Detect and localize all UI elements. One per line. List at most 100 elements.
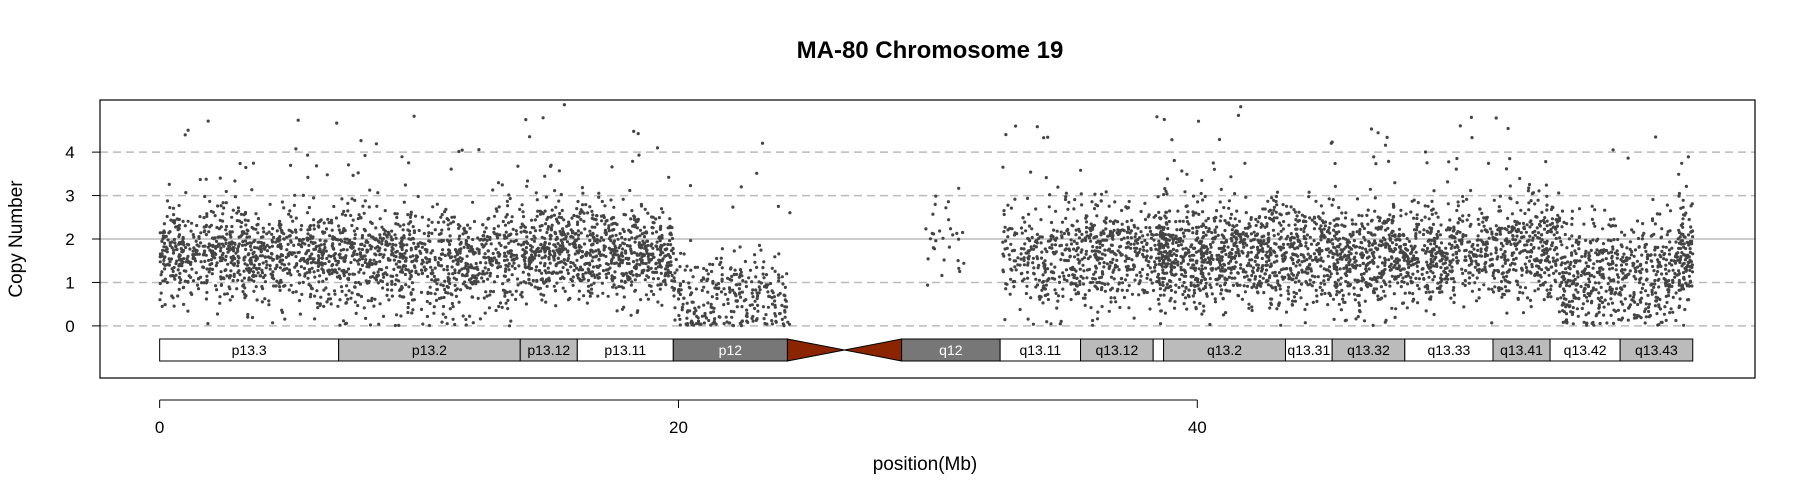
data-point [201, 265, 206, 270]
data-point [449, 221, 453, 225]
data-point [657, 258, 661, 262]
data-point [243, 243, 247, 247]
data-point [593, 239, 597, 243]
data-point [596, 248, 601, 252]
data-point [773, 299, 777, 303]
data-point [1199, 272, 1203, 276]
data-point [228, 298, 232, 302]
data-point [730, 315, 734, 319]
data-point [1102, 265, 1106, 269]
data-point [1043, 270, 1047, 274]
data-point [1220, 240, 1224, 244]
data-point [297, 242, 301, 246]
data-point [1304, 224, 1308, 228]
data-point [426, 290, 430, 294]
data-point [1336, 260, 1340, 265]
data-point [576, 233, 581, 237]
data-point [257, 240, 261, 244]
data-point [535, 214, 539, 218]
data-point [504, 301, 508, 305]
data-point [445, 238, 449, 242]
data-point [745, 311, 749, 316]
data-point [770, 296, 774, 300]
data-point [294, 255, 298, 259]
data-point [468, 286, 472, 290]
data-point [464, 317, 468, 322]
data-point [1093, 192, 1097, 196]
data-point [393, 233, 397, 237]
data-point [1303, 321, 1307, 325]
data-point [367, 233, 371, 237]
data-point [202, 216, 206, 220]
data-point [1004, 239, 1008, 243]
data-point [316, 254, 321, 258]
data-point [1145, 254, 1149, 258]
data-point [408, 277, 412, 281]
data-point [1130, 218, 1134, 222]
data-point [231, 208, 235, 212]
data-point [1144, 258, 1148, 262]
data-point [242, 276, 246, 280]
data-point [1364, 247, 1368, 251]
data-point [1208, 277, 1212, 281]
data-point [465, 273, 469, 278]
data-point [1337, 302, 1341, 306]
data-point [1084, 238, 1088, 243]
data-point [1229, 175, 1233, 179]
data-point [1249, 232, 1253, 236]
data-point [642, 235, 647, 239]
data-point [1167, 219, 1171, 224]
data-point [236, 270, 240, 275]
data-point [1098, 242, 1102, 246]
data-point [188, 247, 192, 251]
data-point [1119, 277, 1123, 281]
data-point [1346, 284, 1350, 288]
data-point [609, 261, 614, 265]
data-point [452, 215, 456, 219]
data-point [1072, 239, 1076, 243]
data-point [555, 281, 559, 285]
data-point [1302, 226, 1306, 230]
data-point [1165, 282, 1169, 286]
data-point [414, 271, 418, 275]
data-point [440, 239, 444, 243]
data-point [267, 230, 271, 234]
data-point [207, 230, 211, 234]
data-point [1218, 246, 1222, 251]
data-point [642, 268, 646, 272]
data-point [1181, 292, 1185, 297]
data-point [378, 302, 382, 306]
data-point [566, 249, 570, 253]
data-point [425, 314, 429, 319]
data-point [1147, 213, 1151, 217]
data-point [256, 231, 260, 235]
data-point [337, 267, 341, 271]
data-point [486, 277, 490, 281]
data-point [553, 230, 557, 234]
data-point [207, 242, 211, 246]
data-point [1120, 208, 1124, 213]
data-point [344, 293, 348, 297]
data-point [600, 253, 604, 257]
data-point [378, 233, 382, 237]
data-point [553, 289, 558, 293]
data-point [597, 191, 601, 195]
data-point [1433, 264, 1437, 268]
data-point [623, 237, 627, 241]
data-point [1081, 296, 1086, 300]
data-point [1013, 197, 1017, 201]
data-point [646, 243, 650, 248]
data-point [348, 238, 352, 242]
data-point [1289, 256, 1293, 260]
data-point [601, 291, 605, 295]
data-point [1222, 269, 1226, 273]
data-point [162, 262, 166, 266]
data-point [1084, 252, 1088, 256]
data-point [623, 280, 627, 284]
data-point [657, 216, 662, 220]
data-point [402, 295, 406, 299]
data-point [770, 302, 775, 306]
data-point [350, 223, 354, 228]
data-point [783, 294, 787, 298]
data-point [225, 274, 229, 278]
